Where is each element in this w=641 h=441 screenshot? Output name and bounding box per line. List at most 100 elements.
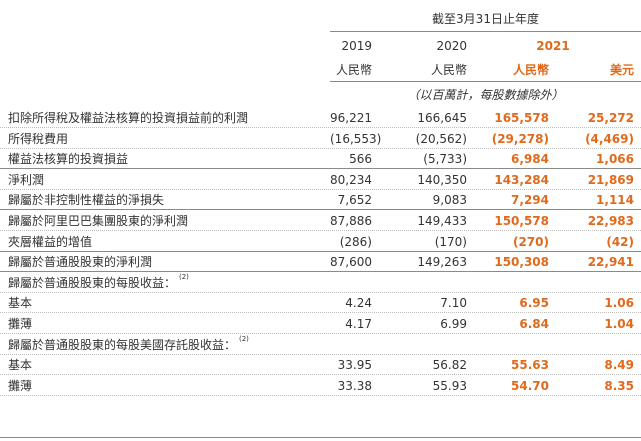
value-2021-rmb: 6.84 — [519, 317, 549, 331]
value-2021-usd: 22,941 — [587, 255, 634, 269]
value-2021-rmb: 7,294 — [511, 193, 549, 207]
currency-rule — [330, 81, 641, 82]
table-row: 歸屬於普通股股東的每股美國存託股收益： (2) — [8, 335, 249, 353]
row-divider — [0, 374, 641, 375]
value-2021-usd: 8.49 — [604, 358, 634, 372]
currency-col-2: 人民幣 — [430, 63, 467, 77]
period-header: 截至3月31日止年度 — [432, 12, 539, 26]
value-2021-rmb: 150,308 — [494, 255, 549, 269]
value-2021-usd: (4,469) — [585, 132, 634, 146]
row-label: 歸屬於非控制性權益的淨損失 — [8, 193, 165, 207]
row-divider — [0, 271, 641, 272]
row-label: 基本 — [8, 358, 33, 372]
value-2019: 33.38 — [337, 379, 372, 393]
table-row: 淨利潤 80,234 140,350 143,284 21,869 — [0, 170, 641, 190]
value-2021-usd: 1,114 — [596, 193, 634, 207]
row-divider — [0, 312, 641, 313]
value-2020: 9,083 — [432, 193, 467, 207]
table-row: 扣除所得稅及權益法核算的投資損益前的利潤 96,221 166,645 165,578… — [0, 108, 641, 128]
currency-col-4: 美元 — [609, 63, 634, 77]
value-2020: 7.10 — [440, 296, 467, 310]
value-2020: (170) — [434, 235, 467, 249]
row-label: 歸屬於阿里巴巴集團股東的淨利潤 — [8, 214, 189, 228]
value-2020: 140,350 — [417, 173, 467, 187]
value-2021-rmb: 150,578 — [494, 214, 549, 228]
value-2021-rmb: 55.63 — [511, 358, 549, 372]
row-label: 歸屬於普通股股東的每股美國存託股收益： — [8, 338, 237, 352]
table-row: 基本 4.24 7.10 6.95 1.06 — [0, 293, 641, 313]
value-2020: 55.93 — [432, 379, 467, 393]
value-2021-usd: 25,272 — [587, 111, 634, 125]
value-2019: 4.24 — [345, 296, 372, 310]
row-divider — [0, 168, 641, 169]
row-divider — [0, 354, 641, 355]
row-label: 攤薄 — [8, 317, 33, 331]
table-row: 夾層權益的增值 (286) (170) (270) (42) — [0, 232, 641, 252]
row-divider — [0, 251, 641, 252]
value-2020: 6.99 — [440, 317, 467, 331]
value-2019: 4.17 — [345, 317, 372, 331]
value-2019: 7,652 — [337, 193, 372, 207]
row-label: 扣除所得稅及權益法核算的投資損益前的利潤 — [8, 111, 249, 125]
value-2020: (20,562) — [415, 132, 467, 146]
row-label: 歸屬於普通股股東的淨利潤 — [8, 255, 153, 269]
row-label: 淨利潤 — [8, 173, 45, 187]
row-divider — [0, 209, 641, 210]
table-row: 歸屬於阿里巴巴集團股東的淨利潤 87,886 149,433 150,578 22,98… — [0, 211, 641, 231]
value-2021-rmb: 165,578 — [494, 111, 549, 125]
value-2021-usd: 1.06 — [604, 296, 634, 310]
value-2021-usd: 22,983 — [587, 214, 634, 228]
row-divider — [0, 292, 641, 293]
value-2021-usd: 21,869 — [587, 173, 634, 187]
row-divider — [0, 148, 641, 149]
table-row: 所得稅費用 (16,553) (20,562) (29,278) (4,469) — [0, 129, 641, 149]
value-2021-usd: 1.04 — [604, 317, 634, 331]
value-2020: 149,263 — [417, 255, 467, 269]
value-2020: 166,645 — [417, 111, 467, 125]
value-2020: (5,733) — [423, 152, 467, 166]
row-divider — [0, 230, 641, 231]
row-label: 權益法核算的投資損益 — [8, 152, 129, 166]
value-2019: 96,221 — [330, 111, 372, 125]
table-row: 攤薄 4.17 6.99 6.84 1.04 — [0, 314, 641, 334]
value-2019: 80,234 — [330, 173, 372, 187]
row-label: 基本 — [8, 296, 33, 310]
value-2019: 33.95 — [337, 358, 372, 372]
value-2021-rmb: (270) — [512, 235, 549, 249]
unit-note: （以百萬計，每股數據除外） — [407, 88, 564, 102]
value-2019: 87,886 — [330, 214, 372, 228]
value-2021-rmb: (29,278) — [491, 132, 549, 146]
row-divider — [0, 333, 641, 334]
header-rule — [330, 31, 641, 32]
value-2021-rmb: 54.70 — [511, 379, 549, 393]
value-2019: (286) — [339, 235, 372, 249]
table-row: 歸屬於普通股股東的每股收益： (2) — [8, 273, 189, 291]
value-2021-usd: 1,066 — [596, 152, 634, 166]
row-label: 攤薄 — [8, 379, 33, 393]
value-2021-rmb: 6,984 — [511, 152, 549, 166]
table-bottom-rule — [0, 437, 641, 438]
value-2020: 56.82 — [432, 358, 467, 372]
table-row: 權益法核算的投資損益 566 (5,733) 6,984 1,066 — [0, 149, 641, 169]
row-label: 所得稅費用 — [8, 132, 69, 146]
value-2021-usd: 8.35 — [604, 379, 634, 393]
value-2021-usd: (42) — [606, 235, 634, 249]
row-label: 夾層權益的增值 — [8, 235, 93, 249]
currency-col-3: 人民幣 — [512, 63, 549, 77]
row-divider — [0, 127, 641, 128]
row-divider — [0, 189, 641, 190]
table-row: 基本 33.95 56.82 55.63 8.49 — [0, 355, 641, 375]
value-2021-rmb: 143,284 — [494, 173, 549, 187]
row-divider — [0, 395, 641, 396]
year-2020: 2020 — [436, 39, 467, 53]
value-2019: (16,553) — [330, 132, 382, 146]
table-row: 歸屬於普通股股東的淨利潤 87,600 149,263 150,308 22,941 — [0, 252, 641, 272]
currency-col-1: 人民幣 — [335, 63, 372, 77]
table-row: 攤薄 33.38 55.93 54.70 8.35 — [0, 376, 641, 396]
row-label: 歸屬於普通股股東的每股收益： — [8, 276, 177, 290]
value-2019: 87,600 — [330, 255, 372, 269]
year-2021: 2021 — [536, 39, 570, 53]
value-2019: 566 — [349, 152, 372, 166]
value-2020: 149,433 — [417, 214, 467, 228]
